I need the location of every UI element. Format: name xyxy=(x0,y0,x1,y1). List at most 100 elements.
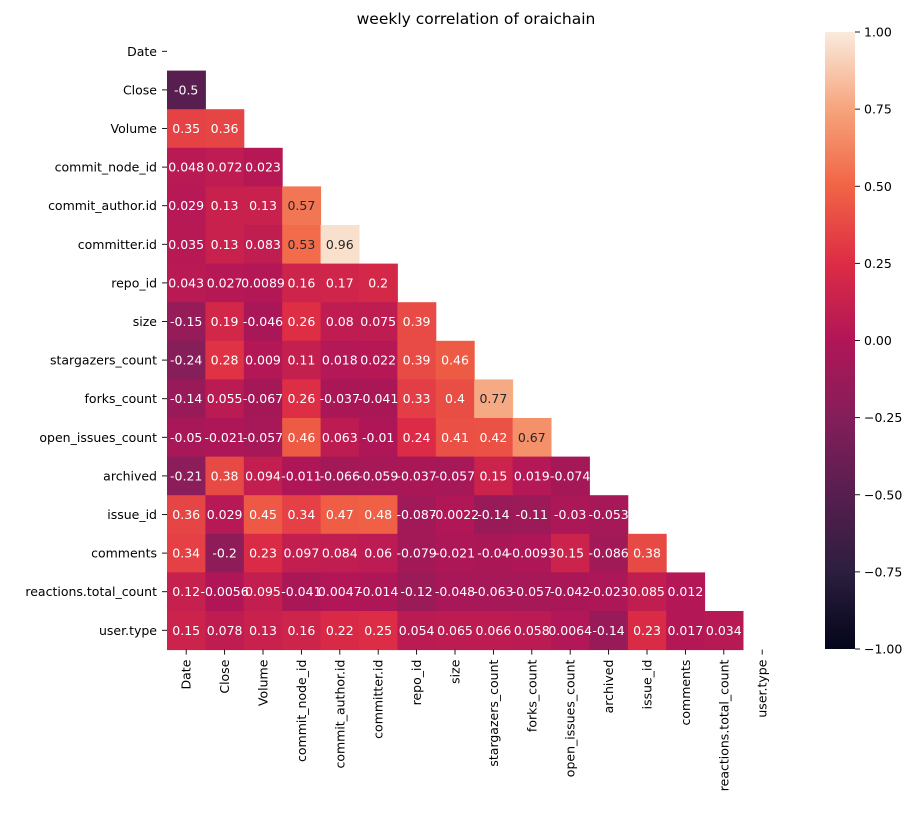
heatmap-cell xyxy=(474,456,514,496)
cell-value-label: -0.15 xyxy=(170,314,202,329)
x-tick-label: forks_count xyxy=(524,660,539,733)
cell-value-label: 0.06 xyxy=(364,546,392,561)
heatmap-cell xyxy=(282,340,322,380)
heatmap-cell xyxy=(397,456,437,496)
heatmap-cell xyxy=(243,340,283,380)
cell-value-label: 0.39 xyxy=(403,353,431,368)
heatmap-cell xyxy=(167,418,206,458)
heatmap-cell xyxy=(474,611,514,651)
cell-value-label: 0.097 xyxy=(284,546,320,561)
y-tick-label: forks_count xyxy=(85,391,158,406)
y-tick-label: user.type xyxy=(99,623,157,638)
cell-value-label: 0.017 xyxy=(668,623,704,638)
cell-value-label: 0.085 xyxy=(629,584,665,599)
cell-value-label: -0.079 xyxy=(396,546,436,561)
heatmap-cell xyxy=(397,418,437,458)
cell-value-label: 0.078 xyxy=(207,623,243,638)
heatmap-cell xyxy=(320,263,360,303)
heatmap-cell xyxy=(359,611,398,651)
cell-value-label: -0.037 xyxy=(396,468,436,483)
x-tick-label: committer.id xyxy=(371,660,386,739)
cell-value-label: 0.063 xyxy=(322,430,358,445)
cell-value-label: -0.066 xyxy=(320,468,360,483)
heatmap-cell xyxy=(243,456,283,496)
heatmap-cell xyxy=(167,611,206,651)
heatmap-cell xyxy=(205,186,245,226)
heatmap-cell xyxy=(551,533,590,573)
heatmap-cell xyxy=(320,572,360,612)
cell-value-label: -0.11 xyxy=(516,507,548,522)
heatmap-cell xyxy=(704,611,744,651)
cell-value-label: -0.0056 xyxy=(200,584,248,599)
heatmap-cell xyxy=(205,263,245,303)
heatmap-cell xyxy=(205,225,245,265)
cell-value-label: -0.05 xyxy=(170,430,202,445)
heatmap-cell xyxy=(512,533,552,573)
cell-value-label: 0.094 xyxy=(245,468,281,483)
y-tick-label: comments xyxy=(91,546,157,561)
heatmap-cell xyxy=(397,302,437,342)
cell-value-label: 0.36 xyxy=(172,507,200,522)
cell-value-label: -0.12 xyxy=(400,584,432,599)
heatmap-cell xyxy=(666,572,706,612)
heatmap-cell xyxy=(627,611,667,651)
heatmap-cell xyxy=(397,611,437,651)
heatmap-cell xyxy=(205,611,245,651)
x-tick-label: issue_id xyxy=(640,660,655,710)
cell-value-label: 0.36 xyxy=(211,121,239,136)
heatmap-cell xyxy=(397,533,437,573)
heatmap-cell xyxy=(205,147,245,187)
cell-value-label: 0.33 xyxy=(403,391,431,406)
cell-value-label: -0.14 xyxy=(477,507,509,522)
y-tick-label: repo_id xyxy=(111,275,157,290)
heatmap-cell xyxy=(243,418,283,458)
cell-value-label: -0.041 xyxy=(358,391,398,406)
x-tick-label: user.type xyxy=(755,659,770,717)
cell-value-label: 0.4 xyxy=(445,391,465,406)
cell-value-label: -0.14 xyxy=(170,391,202,406)
heatmap-cell xyxy=(320,340,360,380)
heatmap-cell xyxy=(397,340,437,380)
x-tick-label: Volume xyxy=(256,659,271,706)
heatmap-cell xyxy=(205,109,245,149)
cell-value-label: 0.35 xyxy=(172,121,200,136)
heatmap-cell xyxy=(435,533,475,573)
cell-value-label: 0.24 xyxy=(403,430,431,445)
cell-value-label: 0.15 xyxy=(172,623,200,638)
heatmap-cell xyxy=(474,533,514,573)
heatmap-cell xyxy=(167,495,206,535)
heatmap-cell xyxy=(397,495,437,535)
heatmap-cell xyxy=(359,495,398,535)
heatmap-cell xyxy=(167,109,206,149)
cell-value-label: 0.46 xyxy=(287,430,315,445)
cell-value-label: -0.04 xyxy=(477,546,509,561)
cell-value-label: -0.21 xyxy=(170,468,202,483)
colorbar-tick-label: −0.75 xyxy=(864,564,902,579)
cell-value-label: 0.2 xyxy=(368,275,388,290)
cell-value-label: 0.39 xyxy=(403,314,431,329)
y-tick-label: commit_author.id xyxy=(48,198,157,213)
cell-value-label: 0.13 xyxy=(211,198,239,213)
heatmap-cell xyxy=(243,533,283,573)
y-tick-label: Date xyxy=(127,44,157,59)
cell-value-label: 0.084 xyxy=(322,546,358,561)
cell-value-label: 0.066 xyxy=(476,623,512,638)
y-tick-label: reactions.total_count xyxy=(25,584,157,599)
cell-value-label: -0.037 xyxy=(320,391,360,406)
heatmap-cell xyxy=(320,225,360,265)
colorbar-tick-label: 0.75 xyxy=(864,102,892,117)
heatmap-cell xyxy=(474,495,514,535)
y-tick-label: stargazers_count xyxy=(50,353,157,368)
cell-value-label: 0.034 xyxy=(706,623,742,638)
heatmap-cell xyxy=(359,456,398,496)
y-tick-label: commit_node_id xyxy=(55,160,157,175)
heatmap-cell xyxy=(167,572,206,612)
heatmap-cell xyxy=(474,572,514,612)
heatmap-cell xyxy=(320,533,360,573)
heatmap-cell xyxy=(282,533,322,573)
heatmap-cell xyxy=(167,340,206,380)
cell-value-label: 0.095 xyxy=(245,584,281,599)
x-tick-label: stargazers_count xyxy=(486,660,501,767)
heatmap-cell xyxy=(435,572,475,612)
cell-value-label: 0.53 xyxy=(287,237,315,252)
